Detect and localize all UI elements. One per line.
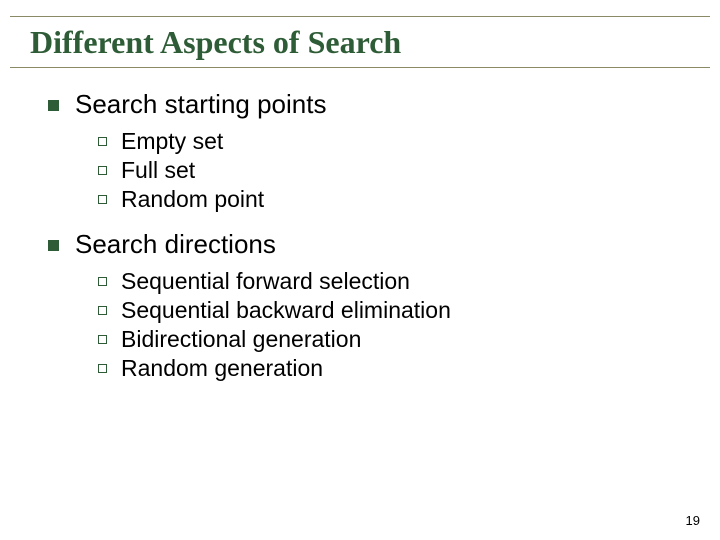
rule-bottom: [10, 67, 710, 68]
square-bullet-icon: [48, 240, 59, 251]
list-item-text: Random point: [121, 186, 264, 213]
square-bullet-icon: [48, 100, 59, 111]
slide-title: Different Aspects of Search: [30, 24, 690, 61]
list-item: Bidirectional generation: [98, 326, 690, 353]
list-item: Sequential forward selection: [98, 268, 690, 295]
section-heading-text: Search directions: [75, 229, 276, 260]
list-item-text: Sequential backward elimination: [121, 297, 451, 324]
list-item: Full set: [98, 157, 690, 184]
hollow-square-bullet-icon: [98, 277, 107, 286]
section-heading: Search starting points: [48, 89, 690, 120]
list-item: Random point: [98, 186, 690, 213]
list-item: Empty set: [98, 128, 690, 155]
list-item: Random generation: [98, 355, 690, 382]
hollow-square-bullet-icon: [98, 335, 107, 344]
hollow-square-bullet-icon: [98, 195, 107, 204]
hollow-square-bullet-icon: [98, 306, 107, 315]
list-item: Sequential backward elimination: [98, 297, 690, 324]
content: Search starting points Empty set Full se…: [30, 89, 690, 382]
list-item-text: Random generation: [121, 355, 323, 382]
page-number: 19: [686, 513, 700, 528]
list-item-text: Empty set: [121, 128, 223, 155]
section-heading: Search directions: [48, 229, 690, 260]
list-item-text: Full set: [121, 157, 195, 184]
hollow-square-bullet-icon: [98, 137, 107, 146]
hollow-square-bullet-icon: [98, 166, 107, 175]
rule-top: [10, 16, 710, 17]
slide: Different Aspects of Search Search start…: [0, 0, 720, 540]
hollow-square-bullet-icon: [98, 364, 107, 373]
list-item-text: Sequential forward selection: [121, 268, 410, 295]
list-item-text: Bidirectional generation: [121, 326, 361, 353]
section-heading-text: Search starting points: [75, 89, 326, 120]
